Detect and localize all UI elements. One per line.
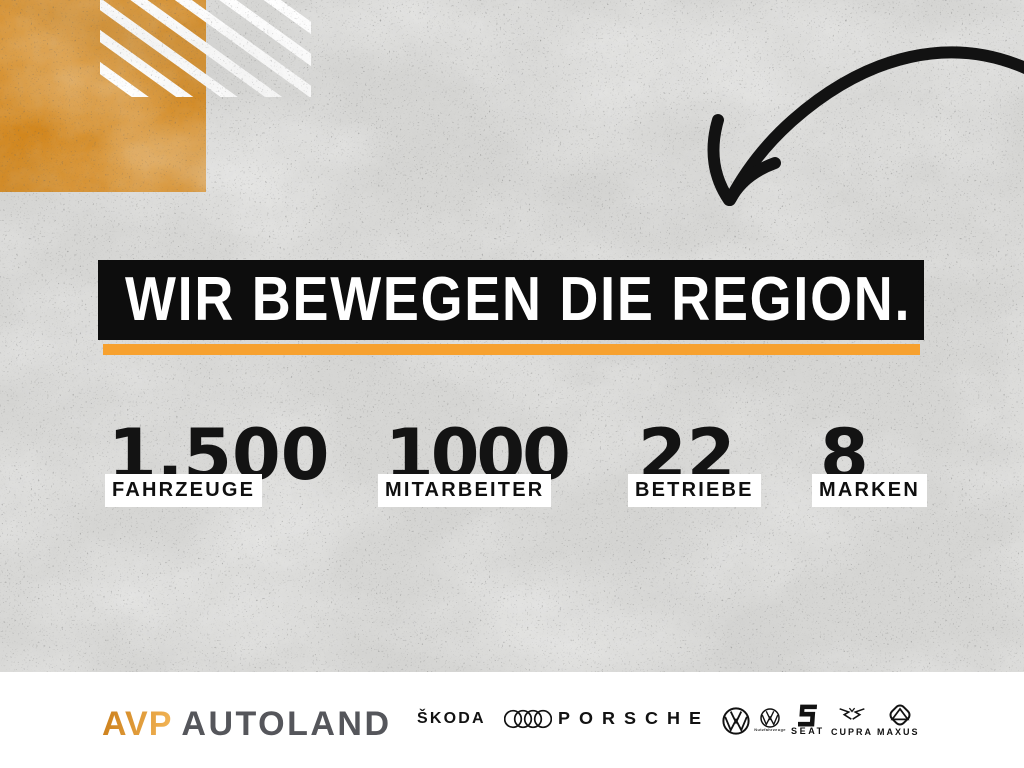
cupra-emblem-icon	[839, 707, 865, 720]
skoda-logo: ŠKODA	[417, 710, 486, 727]
stat-value: 1000	[385, 414, 571, 496]
stat-label: MARKEN	[812, 474, 927, 507]
cupra-logo: CUPRA	[831, 727, 874, 737]
vw-commercial-logo-icon	[760, 708, 780, 728]
stat-mitarbeiter: 1000 MITARBEITER	[378, 414, 571, 507]
stat-label: BETRIEBE	[628, 474, 761, 507]
seat-logo: SEAT	[791, 726, 825, 736]
seat-s-icon	[798, 704, 818, 727]
audi-rings-icon	[504, 709, 552, 729]
vw-logo-icon	[722, 707, 750, 735]
headline-text: WIR BEWEGEN DIE REGION.	[125, 265, 912, 334]
avp-autoland-logo: AVP AUTOLAND	[102, 707, 392, 748]
maxus-logo: MAXUS	[877, 727, 920, 737]
headline-accent-bar	[103, 344, 920, 355]
stat-value: 8	[820, 414, 869, 496]
vw-commercial-label: Nutzfahrzeuge	[754, 727, 786, 732]
stat-label: FAHRZEUGE	[105, 474, 263, 507]
porsche-logo: PORSCHE	[558, 709, 711, 728]
stat-fahrzeuge: 1.500 FAHRZEUGE	[105, 414, 330, 507]
stat-value: 22	[638, 414, 736, 496]
footer-bar	[0, 672, 1024, 768]
stat-marken: 8 MARKEN	[812, 414, 927, 507]
headline-banner: WIR BEWEGEN DIE REGION.	[98, 260, 924, 340]
avp-logo-name: AUTOLAND	[181, 705, 392, 743]
stat-value: 1.500	[108, 414, 330, 496]
stat-betriebe: 22 BETRIEBE	[628, 414, 761, 507]
maxus-emblem-icon	[889, 704, 911, 726]
diagonal-stripes	[100, 0, 311, 97]
avp-logo-prefix: AVP	[102, 705, 173, 743]
stat-label: MITARBEITER	[378, 474, 552, 507]
